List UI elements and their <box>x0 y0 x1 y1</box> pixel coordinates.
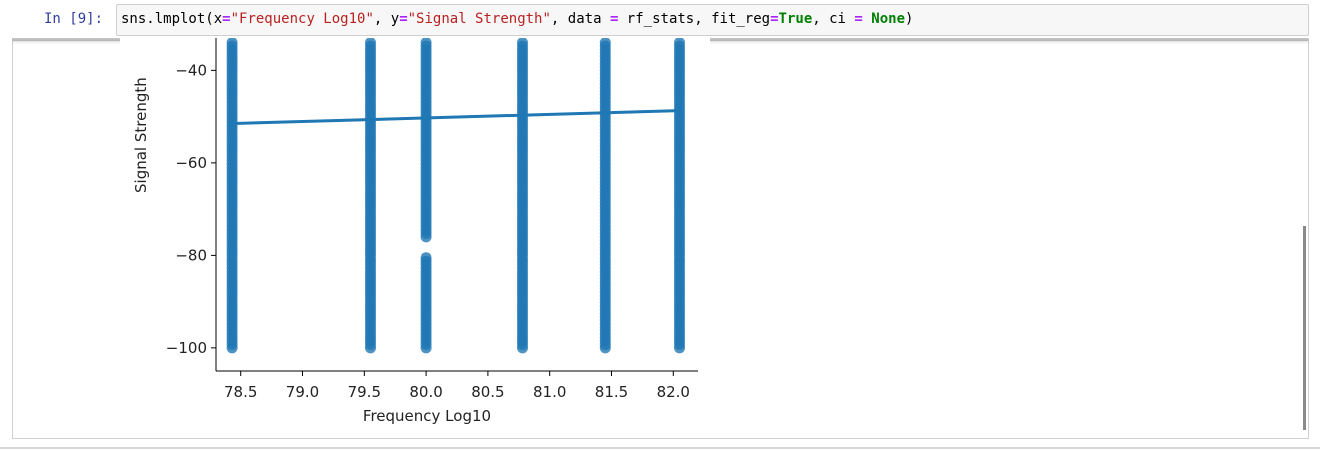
y-tick-label: −80 <box>175 246 207 264</box>
input-prompt: In [9]: <box>44 11 104 27</box>
output-scrollbar[interactable] <box>1303 226 1306 430</box>
code-token: sns.lmplot(x <box>121 11 223 27</box>
code-token: = <box>222 11 231 27</box>
x-tick-label: 80.5 <box>471 383 504 401</box>
x-tick-label: 80.0 <box>409 383 442 401</box>
x-tick-label: 79.5 <box>348 383 381 401</box>
code-line[interactable]: sns.lmplot(x="Frequency Log10", y="Signa… <box>121 11 913 27</box>
x-tick-label: 82.0 <box>657 383 690 401</box>
code-token: None <box>871 11 905 27</box>
x-tick-label: 81.0 <box>533 383 566 401</box>
scatter-point <box>517 38 528 49</box>
regression-line <box>232 109 680 126</box>
code-token: = <box>609 11 619 27</box>
scatter-point <box>226 38 238 49</box>
x-tick-label: 78.5 <box>224 383 257 401</box>
code-token: "Signal Strength" <box>407 11 551 27</box>
x-axis-label: Frequency Log10 <box>363 407 491 425</box>
y-tick-label: −100 <box>166 339 207 357</box>
scatter-point <box>365 38 376 49</box>
x-tick-label: 81.5 <box>595 383 628 401</box>
code-token: = <box>399 11 408 27</box>
code-input-area[interactable]: sns.lmplot(x="Frequency Log10", y="Signa… <box>116 4 1309 36</box>
scatter-point <box>420 38 432 49</box>
regression-layer <box>232 109 680 126</box>
scatter-point <box>599 38 611 49</box>
scatter-points <box>226 38 685 354</box>
code-token: ) <box>905 11 914 27</box>
code-token: rf_stats, fit_reg <box>618 11 771 27</box>
cell-divider <box>0 447 1320 449</box>
y-tick-label: −40 <box>175 61 207 79</box>
scatter-point <box>674 38 685 49</box>
y-axis-label: Signal Strength <box>132 77 150 193</box>
scatter-point <box>420 252 432 264</box>
axes-layer: 78.5 79.0 79.5 80.0 80.5 81.0 81.5 82.0 −40 −60 −8… <box>132 38 698 425</box>
lmplot-chart: 78.5 79.0 79.5 80.0 80.5 81.0 81.5 82.0 −40 −60 −8… <box>120 38 710 433</box>
code-token: "Frequency Log10" <box>230 11 374 27</box>
code-token: , data <box>550 11 610 27</box>
code-token: True <box>778 11 813 27</box>
code-token: , y <box>373 11 400 27</box>
y-tick-label: −60 <box>175 154 207 172</box>
code-token: , ci <box>812 11 855 27</box>
x-tick-label: 79.0 <box>286 383 319 401</box>
code-token: = <box>770 11 779 27</box>
code-token: = <box>854 11 863 27</box>
